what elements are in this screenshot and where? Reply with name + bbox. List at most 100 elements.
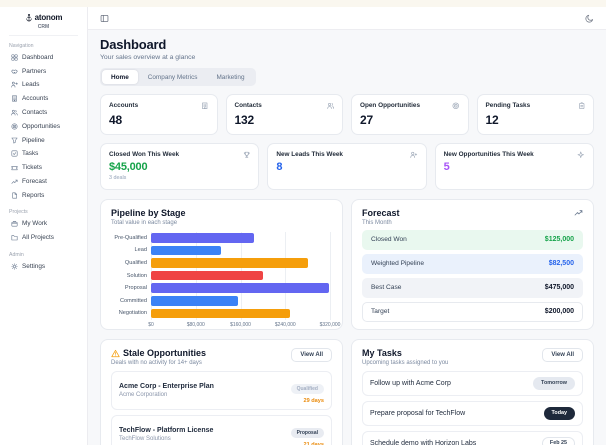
week-stat-value: 5 — [443, 161, 450, 173]
stage-badge: Proposal — [290, 427, 324, 438]
forecast-panel: Forecast This Month Closed Won $125,000 We… — [351, 199, 594, 330]
sidebar-item-contacts[interactable]: Contacts — [9, 106, 78, 120]
chart-ylabel: Lead — [134, 247, 147, 254]
chart-xaxis: $0 $80,000 $160,000 $240,000 $320,000 — [148, 320, 340, 329]
chart-bar-negotiation — [151, 308, 290, 319]
stale-item[interactable]: TechFlow - Platform License TechFlow Solu… — [111, 414, 332, 445]
grid-icon — [11, 54, 18, 61]
chart-bar-solution — [151, 270, 263, 281]
sidebar-item-my-work[interactable]: My Work — [9, 217, 78, 231]
week-card-closed-won-this-week: Closed Won This Week $45,000 3 deals — [100, 142, 260, 190]
stat-card-contacts: Contacts 132 — [225, 94, 343, 135]
clipboard-icon — [578, 102, 586, 110]
building-icon — [201, 102, 209, 110]
stat-value: 12 — [485, 112, 499, 127]
forecast-rows: Closed Won $125,000 Weighted Pipeline $82,5… — [362, 229, 583, 322]
task-item[interactable]: Schedule demo with Horizon Labs Feb 25 — [362, 430, 583, 445]
sidebar-item-accounts[interactable]: Accounts — [9, 92, 78, 106]
stat-value: 48 — [109, 112, 122, 127]
sidebar-toggle-button[interactable] — [98, 12, 111, 25]
sidebar-item-settings[interactable]: Settings — [9, 260, 78, 274]
pipeline-subtitle: Total value in each stage — [111, 219, 178, 226]
sidebar-item-label: Pipeline — [22, 136, 45, 144]
opportunity-company: Acme Corporation — [119, 391, 168, 398]
users-icon — [11, 109, 18, 116]
sidebar-item-label: All Projects — [22, 234, 54, 242]
topbar — [88, 7, 606, 30]
task-due-badge: Tomorrow — [533, 376, 575, 390]
user-arrow-icon — [11, 81, 18, 88]
moon-icon — [585, 14, 594, 23]
tab-home[interactable]: Home — [102, 70, 138, 84]
sidebar-item-pipeline[interactable]: Pipeline — [9, 133, 78, 147]
stat-card-open-opportunities: Open Opportunities 27 — [351, 94, 469, 135]
forecast-row-closed-won: Closed Won $125,000 — [362, 229, 583, 250]
stat-label: Pending Tasks — [485, 102, 531, 109]
chart-ylabel: Qualified — [124, 259, 147, 266]
tasks-title: My Tasks — [362, 348, 402, 358]
logo: atonom CRM — [9, 13, 78, 36]
week-stat-value: 8 — [276, 161, 283, 173]
forecast-row-value: $200,000 — [544, 308, 574, 315]
sidebar-item-reports[interactable]: Reports — [9, 188, 78, 202]
sidebar-item-label: Settings — [22, 263, 46, 271]
sidebar-item-label: Opportunities — [22, 122, 61, 130]
target-icon — [11, 123, 18, 130]
sidebar-item-opportunities[interactable]: Opportunities — [9, 119, 78, 133]
chart-bar-lead — [151, 245, 221, 256]
briefcase-icon — [11, 220, 18, 227]
page-title: Dashboard — [100, 37, 167, 52]
sidebar-item-label: Partners — [22, 67, 47, 75]
theme-toggle-button[interactable] — [583, 12, 596, 25]
chart-xtick: $320,000 — [319, 321, 341, 328]
stale-list: Acme Corp - Enterprise Plan Acme Corporat… — [111, 370, 332, 445]
panel-left-icon — [100, 14, 109, 23]
tasks-view-all-button[interactable]: View All — [542, 348, 583, 362]
chart-xtick: $160,000 — [230, 321, 251, 328]
stale-opportunities-panel: Stale Opportunities Deals with no activi… — [100, 339, 343, 445]
tab-company-metrics[interactable]: Company Metrics — [147, 73, 198, 81]
task-item[interactable]: Prepare proposal for TechFlow Today — [362, 400, 583, 426]
stale-title: Stale Opportunities — [123, 348, 207, 358]
sidebar-item-label: Leads — [22, 81, 40, 89]
forecast-row-value: $125,000 — [544, 236, 574, 243]
sidebar-item-tasks[interactable]: Tasks — [9, 147, 78, 161]
stat-card-pending-tasks: Pending Tasks 12 — [476, 94, 594, 135]
stat-label: Accounts — [109, 102, 139, 109]
funnel-icon — [11, 137, 18, 144]
task-item[interactable]: Follow up with Acme Corp Tomorrow — [362, 370, 583, 396]
sidebar-item-label: Contacts — [22, 109, 48, 117]
check-square-icon — [11, 150, 18, 157]
sidebar-item-dashboard[interactable]: Dashboard — [9, 51, 78, 65]
logo-text: atonom — [34, 13, 63, 22]
chart-bar-proposal — [151, 283, 329, 293]
tab-marketing[interactable]: Marketing — [216, 73, 245, 81]
forecast-row-label: Target — [371, 308, 390, 315]
sidebar-item-forecast[interactable]: Forecast — [9, 175, 78, 189]
week-stat-sub: 3 deals — [109, 175, 127, 181]
week-stat-label: New Leads This Week — [276, 150, 343, 158]
week-stats-row: Closed Won This Week $45,000 3 deals New Le… — [100, 142, 594, 190]
folder-icon — [11, 234, 18, 241]
sidebar-item-leads[interactable]: Leads — [9, 78, 78, 92]
user-plus-icon — [410, 151, 418, 159]
sidebar-item-tickets[interactable]: Tickets — [9, 161, 78, 175]
opportunity-name: TechFlow - Platform License — [119, 426, 214, 434]
stage-badge: Qualified — [290, 383, 324, 394]
task-list: Follow up with Acme Corp Tomorrow Prepare … — [362, 370, 583, 445]
bottom-row: Stale Opportunities Deals with no activi… — [100, 339, 594, 445]
forecast-row-value: $82,500 — [548, 260, 574, 267]
sidebar-item-all-projects[interactable]: All Projects — [9, 231, 78, 245]
users-icon — [326, 102, 335, 110]
forecast-row-target: Target $200,000 — [362, 301, 583, 322]
stale-item[interactable]: Acme Corp - Enterprise Plan Acme Corporat… — [111, 370, 332, 410]
tab-bar: Home Company Metrics Marketing — [100, 68, 256, 86]
forecast-row-best-case: Best Case $475,000 — [362, 277, 583, 298]
sidebar-item-partners[interactable]: Partners — [9, 64, 78, 78]
stale-view-all-button[interactable]: View All — [291, 348, 332, 362]
stats-row: Accounts 48 Contacts 132 Open Opportunities 2… — [100, 94, 594, 135]
task-label: Follow up with Acme Corp — [370, 379, 451, 387]
pipeline-chart: Pre-Qualified Lead Qualified Solution Propos… — [111, 231, 340, 329]
week-stat-sub — [444, 175, 585, 182]
sidebar-item-label: Forecast — [22, 177, 47, 185]
